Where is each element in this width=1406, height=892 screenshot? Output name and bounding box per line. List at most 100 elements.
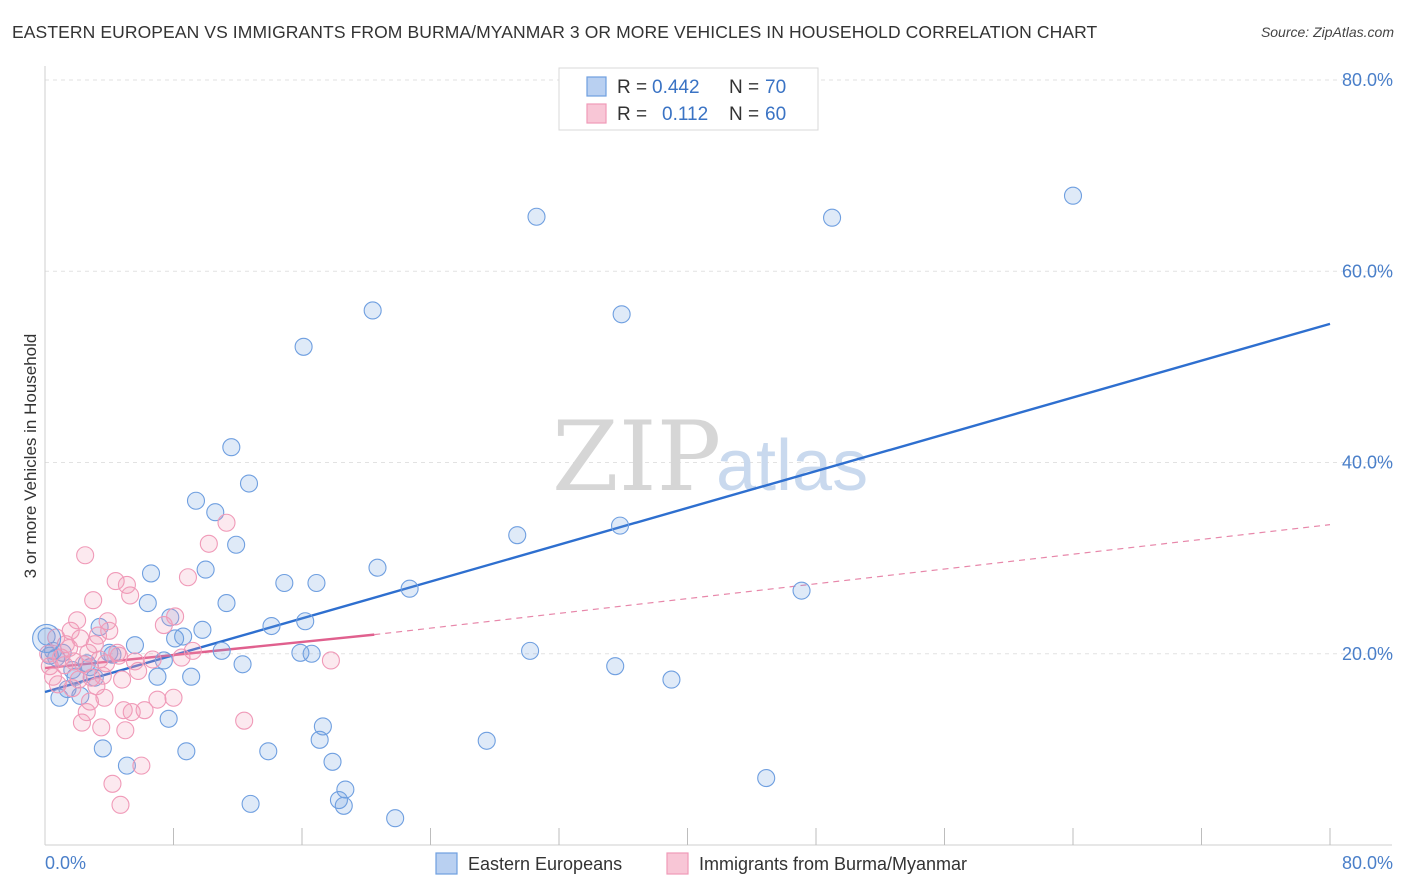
burma-myanmar-point (108, 643, 127, 662)
burma-myanmar-point (116, 721, 135, 740)
eastern-european-point (217, 594, 236, 613)
eastern-european-point (329, 791, 348, 810)
eastern-european-point (662, 670, 681, 689)
correlation-legend: R = 0.442 N = 70 R = 0.112 N = 60 (558, 67, 819, 131)
eastern-european-point (757, 769, 776, 788)
eastern-european-point (368, 558, 387, 577)
eastern-european-point (174, 627, 193, 646)
eastern-european-point (336, 780, 355, 799)
eastern-european-point (125, 636, 144, 655)
burma-myanmar-point (76, 546, 95, 565)
burma-myanmar-point (129, 661, 148, 681)
eastern-european-point (363, 301, 382, 320)
axes (44, 66, 1392, 846)
eastern-european-point (323, 752, 342, 771)
burma-myanmar-point (80, 692, 100, 711)
burma-myanmar-point (166, 607, 185, 626)
eastern-european-point (310, 730, 329, 749)
eastern-european-point (313, 717, 332, 736)
chart-title: EASTERN EUROPEAN VS IMMIGRANTS FROM BURM… (12, 22, 1098, 42)
burma-myanmar-point (125, 652, 144, 671)
eastern-european-point (612, 305, 631, 324)
eastern-european-point (296, 612, 315, 631)
eastern-european-point (241, 794, 260, 813)
eastern-european-point (334, 796, 353, 815)
eastern-european-point (141, 564, 161, 583)
burma-myanmar-point (117, 575, 136, 594)
eastern-european-point (259, 742, 278, 761)
eastern-european-point (148, 667, 167, 686)
eastern-european-point (117, 756, 136, 775)
eastern-european-point (193, 620, 212, 639)
eastern-european-point (527, 207, 546, 226)
burma-myanmar-point (82, 668, 101, 687)
burma-myanmar-point (109, 646, 128, 665)
legend-swatch-burma (586, 103, 607, 124)
legend-r-value: 0.442 (652, 77, 700, 98)
eastern-european-point (386, 809, 405, 828)
legend-swatch-burma-myanmar (666, 852, 689, 875)
burma-myanmar-point (106, 572, 125, 591)
burma-myanmar-point (235, 711, 254, 730)
burma-myanmar-point (68, 611, 87, 630)
eastern-european-point (302, 644, 321, 663)
eastern-european-point (206, 503, 225, 522)
eastern-european-point (477, 731, 496, 750)
burma-myanmar-point (100, 621, 119, 640)
eastern-european-point (182, 667, 201, 686)
trend-line-burma (44, 633, 375, 670)
eastern-european-point (275, 573, 294, 593)
eastern-european-point (239, 474, 259, 493)
y-tick-label: 60.0% (1342, 261, 1393, 281)
burma-myanmar-point (143, 650, 162, 669)
burma-myanmar-point (103, 774, 122, 793)
burma-myanmar-point (183, 641, 202, 660)
eastern-european-point (32, 623, 62, 654)
eastern-european-point (400, 579, 419, 598)
eastern-european-point (262, 616, 281, 636)
legend-label-burma-myanmar: Immigrants from Burma/Myanmar (699, 854, 967, 874)
x-tick-labels: 0.0% 80.0% (45, 853, 1393, 873)
burma-myanmar-point (121, 586, 140, 605)
eastern-european-point (159, 709, 178, 728)
eastern-european-point (508, 526, 527, 545)
burma-myanmar-point (321, 651, 340, 670)
eastern-european-point (222, 438, 241, 457)
legend-r-value: 0.112 (662, 104, 708, 125)
burma-myanmar-point (111, 795, 130, 814)
eastern-european-point (233, 655, 252, 674)
burma-myanmar-point (98, 612, 117, 631)
burma-myanmar-point (88, 626, 108, 645)
burma-myanmar-point (178, 568, 198, 587)
burma-myanmar-point (164, 688, 183, 707)
legend-n-label: N = (729, 77, 759, 98)
legend-n-value: 60 (765, 104, 786, 125)
legend-r-label: R = (617, 104, 647, 125)
series-legend: Eastern Europeans Immigrants from Burma/… (435, 852, 967, 875)
eastern-european-point (93, 739, 112, 758)
legend-swatch-eastern (586, 76, 607, 97)
burma-myanmar-point (84, 591, 103, 610)
eastern-european-point (138, 594, 157, 613)
eastern-european-point (606, 657, 625, 676)
trend-line-eastern (44, 322, 1331, 694)
legend-r-label: R = (617, 77, 647, 98)
eastern-european-point (307, 573, 326, 593)
burma-myanmar-point (72, 713, 91, 732)
y-tick-label: 40.0% (1342, 453, 1393, 473)
eastern-european-point (521, 641, 540, 660)
eastern-european-point (1063, 186, 1083, 205)
burma-myanmar-point (172, 648, 191, 667)
eastern-european-point (610, 516, 630, 535)
burma-myanmar-point (199, 534, 218, 553)
x-tick-label: 0.0% (45, 853, 86, 873)
data-points (32, 186, 1083, 828)
eastern-european-point (186, 491, 206, 510)
eastern-european-point (196, 560, 215, 579)
legend-n-value: 70 (765, 77, 786, 98)
eastern-european-point (227, 535, 246, 554)
y-tick-labels: 20.0% 40.0% 60.0% 80.0% (1342, 70, 1393, 664)
burma-myanmar-point (92, 718, 111, 737)
legend-n-label: N = (729, 104, 759, 125)
